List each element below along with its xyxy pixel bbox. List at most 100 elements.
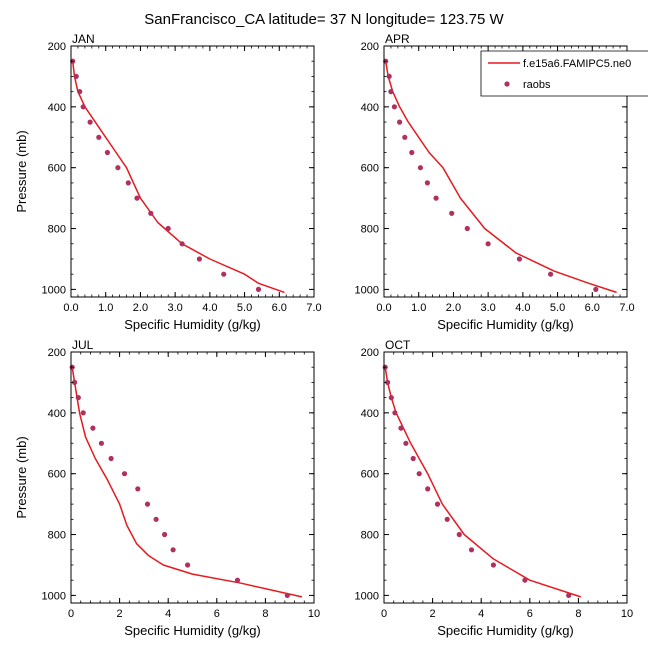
x-tick-label: 3.0 [167, 302, 182, 314]
x-tick-label: 4 [478, 608, 484, 620]
panel-apr: 0.0 1.0 2.0 3.0 4.0 5.0 6.0 7.0 200 400 600 800 1000… [355, 32, 635, 332]
y-axis-title: Pressure (mb) [14, 130, 29, 212]
raobs-point [566, 592, 572, 599]
y-tick-label: 600 [361, 163, 379, 175]
raobs-point [388, 89, 394, 95]
y-tick-label: 800 [361, 530, 379, 542]
raobs-point [522, 577, 528, 583]
x-tick-label: 8 [262, 608, 268, 620]
y-tick-label: 1000 [42, 284, 66, 296]
legend-model-label: f.e15a6.FAMIPC5.ne0 [523, 58, 631, 70]
y-tick-label: 400 [48, 408, 66, 420]
y-tick-label: 600 [48, 469, 66, 481]
plot-frame [70, 351, 315, 604]
x-tick-label: 0 [381, 608, 387, 620]
raobs-point [72, 379, 78, 385]
raobs-point [464, 225, 470, 232]
x-tick-label: 1.0 [411, 302, 426, 314]
raobs-point [398, 425, 404, 431]
model-series-line [384, 367, 582, 598]
panel-label: JAN [72, 32, 95, 46]
raobs-point [153, 516, 159, 522]
y-tick-label: 400 [48, 102, 66, 114]
x-tick-label: 7.0 [619, 302, 634, 314]
x-axis-title: Specific Humidity (g/kg) [124, 623, 261, 638]
raobs-point [162, 531, 168, 538]
x-tick-label: 6.0 [585, 302, 600, 314]
x-tick-label: 6 [214, 608, 220, 620]
raobs-point [402, 134, 408, 140]
y-tick-label: 400 [361, 102, 379, 114]
y-tick-label: 600 [361, 469, 379, 481]
legend: f.e15a6.FAMIPC5.ne0 raobs [480, 50, 648, 97]
raobs-point [148, 210, 154, 216]
x-tick-label: 5.0 [550, 302, 565, 314]
raobs-point [593, 286, 599, 292]
x-tick-label: 7.0 [306, 302, 321, 314]
x-tick-label: 6.0 [272, 302, 287, 314]
raobs-point [490, 562, 496, 568]
raobs-point [77, 89, 83, 95]
panel-label: APR [385, 32, 410, 46]
y-tick-label: 800 [48, 224, 66, 236]
raobs-point [234, 577, 241, 583]
raobs-point [397, 119, 403, 125]
figure-title: SanFrancisco_CA latitude= 37 N longitude… [144, 11, 504, 28]
y-tick-label: 200 [361, 347, 379, 359]
x-tick-label: 2.0 [133, 302, 148, 314]
raobs-point [185, 562, 191, 568]
model-series-line [71, 367, 303, 598]
x-tick-label: 10 [621, 608, 633, 620]
x-tick-label: 3.0 [480, 302, 495, 314]
panel-oct: 0 2 4 6 8 10 200 400 600 800 1000 OCT Specific Humid… [355, 338, 634, 638]
raobs-point [80, 410, 86, 416]
x-tick-label: 2 [430, 608, 436, 620]
x-tick-label: 4 [165, 608, 171, 620]
x-tick-label: 10 [308, 608, 320, 620]
raobs-point [392, 410, 398, 416]
raobs-point [485, 241, 491, 247]
raobs-point [516, 256, 523, 262]
raobs-point [179, 241, 185, 247]
raobs-point [386, 73, 392, 79]
raobs-point [449, 210, 455, 216]
raobs-point [434, 501, 441, 507]
raobs-point [165, 225, 171, 232]
y-tick-label: 200 [48, 347, 66, 359]
raobs-point [170, 547, 176, 553]
raobs-point [221, 271, 227, 277]
panels-group: 0.0 1.0 2.0 3.0 4.0 5.0 6.0 7.0 200 400 600 800 1000… [14, 32, 635, 638]
raobs-point [98, 440, 104, 446]
x-tick-label: 2 [117, 608, 123, 620]
raobs-point [108, 455, 114, 462]
raobs-point [416, 471, 422, 477]
y-tick-label: 1000 [42, 590, 66, 602]
y-axis-title: Pressure (mb) [14, 436, 29, 518]
x-tick-label: 5.0 [237, 302, 252, 314]
y-tick-label: 600 [48, 163, 66, 175]
raobs-point [456, 531, 462, 538]
raobs-point [135, 486, 141, 492]
raobs-point [425, 486, 431, 492]
legend-obs-swatch [504, 81, 510, 87]
raobs-point [255, 286, 262, 292]
plot-frame [383, 45, 628, 298]
raobs-point [104, 149, 110, 156]
raobs-point [115, 165, 121, 171]
legend-box [480, 50, 648, 97]
x-tick-label: 0.0 [376, 302, 391, 314]
x-tick-label: 2.0 [446, 302, 461, 314]
x-tick-label: 4.0 [202, 302, 217, 314]
raobs-point [75, 395, 81, 401]
y-tick-label: 400 [361, 408, 379, 420]
raobs-point [96, 134, 102, 140]
raobs-point [468, 547, 475, 553]
raobs-point [87, 119, 93, 125]
raobs-point [410, 455, 416, 462]
plot-frame [70, 45, 315, 298]
raobs-point [444, 516, 450, 522]
raobs-point [433, 195, 439, 201]
raobs-point [73, 73, 79, 79]
panel-label: JUL [72, 338, 94, 352]
